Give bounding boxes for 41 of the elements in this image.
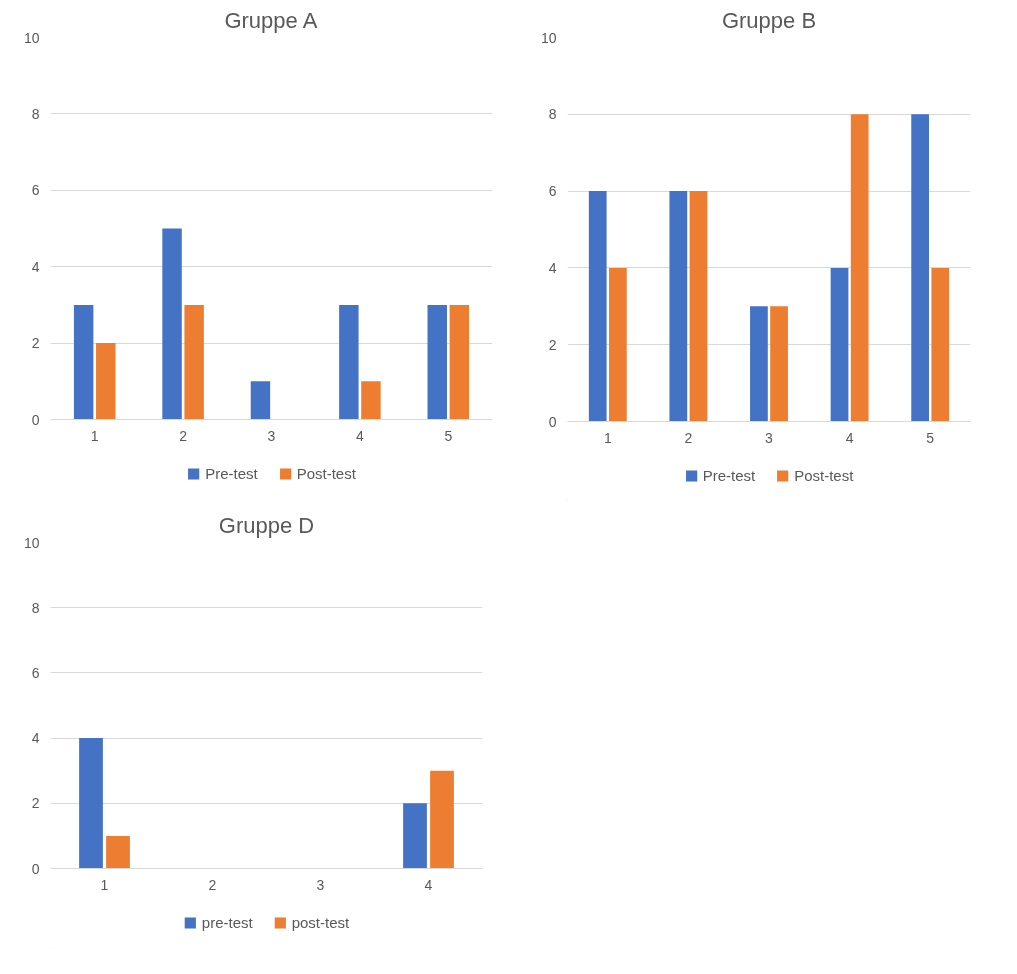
x-tick-label: 3 [316, 876, 325, 893]
y-tick-label: 4 [31, 730, 40, 747]
legend-label: Pre-test [702, 466, 756, 484]
x-tick-label: 4 [424, 876, 433, 893]
x-tick-label: 1 [90, 427, 99, 444]
y-tick-label: 8 [31, 105, 40, 122]
y-tick-label: 10 [23, 534, 40, 551]
y-tick-label: 4 [548, 259, 557, 276]
y-tick-label: 0 [548, 413, 557, 430]
x-tick-label: 2 [684, 429, 693, 446]
x-tick-label: 1 [603, 429, 612, 446]
chart-title: Gruppe B [721, 7, 817, 33]
chart-title: Gruppe A [224, 7, 318, 33]
y-tick-label: 4 [31, 258, 40, 275]
x-tick-label: 3 [267, 427, 276, 444]
y-tick-label: 0 [31, 411, 40, 428]
x-tick-label: 1 [100, 876, 109, 893]
y-tick-label: 10 [540, 29, 557, 46]
y-tick-label: 8 [548, 106, 557, 123]
x-tick-label: 4 [845, 429, 854, 446]
legend-label: pre-test [201, 913, 253, 931]
x-tick-label: 3 [765, 429, 774, 446]
y-tick-label: 2 [31, 795, 40, 812]
legend-label: post-test [291, 913, 350, 931]
y-tick-label: 6 [548, 183, 557, 200]
y-tick-label: 8 [31, 599, 40, 616]
legend-label: Post-test [296, 464, 356, 482]
x-tick-label: 5 [444, 427, 453, 444]
y-tick-label: 10 [23, 29, 40, 46]
y-tick-label: 2 [31, 335, 40, 352]
legend-label: Pre-test [205, 464, 258, 482]
y-tick-label: 2 [548, 336, 557, 353]
x-tick-label: 4 [356, 427, 365, 444]
legend-label: Post-test [794, 466, 854, 484]
y-tick-label: 6 [31, 182, 40, 199]
x-tick-label: 2 [179, 427, 188, 444]
x-tick-label: 5 [926, 429, 935, 446]
y-tick-label: 6 [31, 664, 40, 681]
y-tick-label: 0 [31, 860, 40, 877]
chart-title: Gruppe D [218, 512, 315, 538]
x-tick-label: 2 [208, 876, 217, 893]
